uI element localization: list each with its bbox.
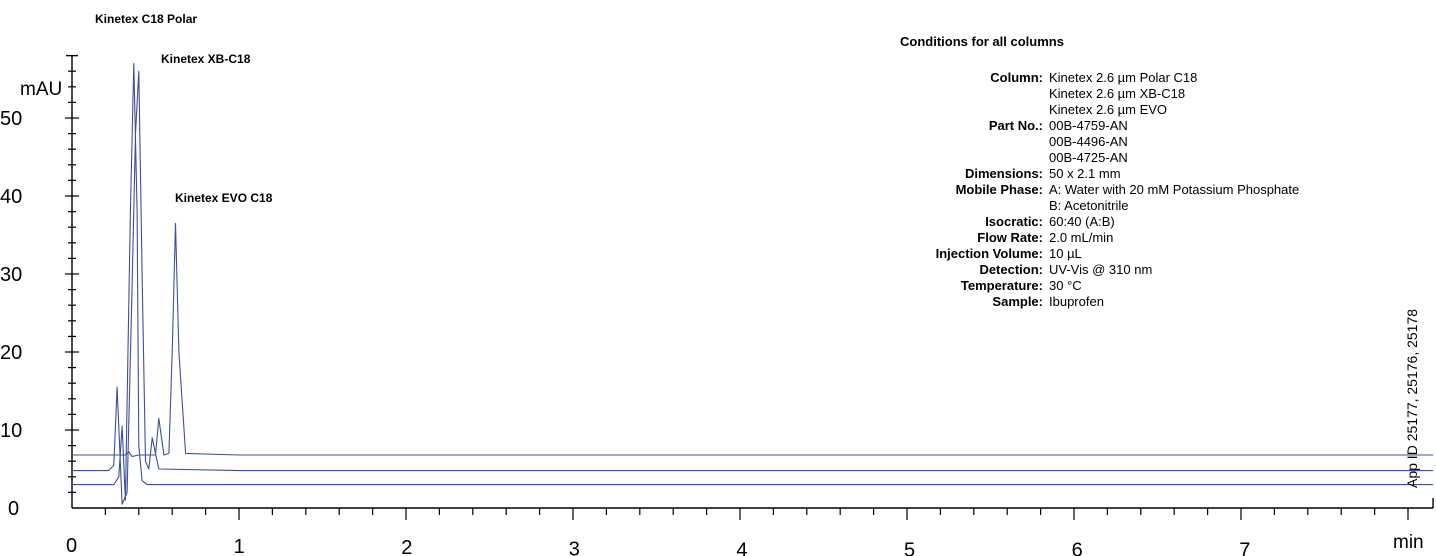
condition-label: Column:: [990, 70, 1043, 85]
condition-value: 10 µL: [1049, 246, 1082, 261]
condition-value: 30 °C: [1049, 278, 1082, 293]
condition-label: Injection Volume:: [935, 246, 1043, 261]
condition-values: 00B-4759-AN 00B-4496-AN 00B-4725-AN: [1049, 118, 1128, 166]
condition-row: Column: Kinetex 2.6 µm Polar C18 Kinetex 2…: [840, 70, 1299, 118]
condition-value: A: Water with 20 mM Potassium Phosphate: [1049, 182, 1300, 197]
condition-value: 60:40 (A:B): [1049, 214, 1115, 229]
y-axis-unit: mAU: [20, 79, 62, 100]
condition-value: Kinetex 2.6 µm EVO: [1049, 102, 1168, 117]
condition-value: 00B-4725-AN: [1049, 150, 1128, 165]
condition-value: Ibuprofen: [1049, 294, 1104, 309]
condition-value: 00B-4759-AN: [1049, 118, 1128, 133]
condition-value: 00B-4496-AN: [1049, 134, 1128, 149]
chart-traces: [72, 62, 1433, 505]
condition-values: 10 µL: [1049, 246, 1082, 262]
condition-label: Isocratic:: [985, 214, 1043, 229]
x-tick-label: 0: [66, 535, 77, 556]
chart-labels: Kinetex C18 Polar Kinetex XB-C18 Kinetex E…: [95, 12, 1420, 488]
conditions-rows: Column: Kinetex 2.6 µm Polar C18 Kinetex 2…: [840, 70, 1300, 310]
condition-value: UV-Vis @ 310 nm: [1049, 262, 1153, 277]
peak-label: Kinetex EVO C18: [175, 191, 273, 205]
condition-value: 50 x 2.1 mm: [1049, 166, 1121, 181]
condition-label: Temperature:: [960, 278, 1043, 293]
condition-value: B: Acetonitrile: [1049, 198, 1129, 213]
y-tick-label: 30: [0, 264, 22, 286]
condition-value: Kinetex 2.6 µm Polar C18: [1049, 70, 1198, 85]
condition-row: Dimensions: 50 x 2.1 mm: [840, 166, 1299, 182]
y-tick-label: 0: [8, 498, 19, 520]
x-axis-unit: min: [1393, 532, 1424, 553]
condition-row: Mobile Phase: A: Water with 20 mM Potassi…: [840, 182, 1300, 214]
condition-label: Dimensions:: [964, 166, 1043, 181]
condition-row: Injection Volume: 10 µL: [840, 246, 1299, 262]
y-tick-label: 40: [0, 186, 22, 208]
condition-label: Detection:: [979, 262, 1043, 277]
trace-3: [72, 222, 1433, 458]
x-tick-label: 6: [1072, 539, 1083, 556]
condition-label: Flow Rate:: [977, 230, 1043, 245]
condition-value: Kinetex 2.6 µm XB-C18: [1049, 86, 1186, 101]
condition-row: Isocratic: 60:40 (A:B): [840, 214, 1299, 230]
condition-values: 60:40 (A:B): [1049, 214, 1115, 230]
condition-row: Part No.: 00B-4759-AN 00B-4496-AN 00B-4725-…: [840, 118, 1299, 166]
condition-row: Flow Rate: 2.0 mL/min: [840, 230, 1299, 246]
x-tick-label: 2: [401, 537, 412, 556]
condition-value: 2.0 mL/min: [1049, 230, 1114, 245]
condition-label: Mobile Phase:: [955, 182, 1043, 197]
x-tick-label: 7: [1239, 539, 1250, 556]
app-id-label: App ID 25177, 25176, 25178: [1404, 309, 1420, 488]
condition-values: 50 x 2.1 mm: [1049, 166, 1121, 182]
conditions-title: Conditions for all columns: [900, 34, 1064, 49]
condition-values: 2.0 mL/min: [1049, 230, 1113, 246]
condition-row: Temperature: 30 °C: [840, 278, 1299, 294]
condition-label: Sample:: [992, 294, 1043, 309]
peak-label: Kinetex XB-C18: [161, 52, 251, 66]
condition-values: Ibuprofen: [1049, 294, 1104, 310]
x-tick-label: 3: [569, 538, 580, 556]
condition-values: Kinetex 2.6 µm Polar C18 Kinetex 2.6 µm X…: [1049, 70, 1197, 118]
y-tick-label: 50: [0, 108, 22, 130]
condition-values: 30 °C: [1049, 278, 1082, 294]
y-tick-label: 10: [0, 420, 22, 442]
y-tick-label: 20: [0, 342, 22, 364]
condition-row: Detection: UV-Vis @ 310 nm: [840, 262, 1299, 278]
x-tick-label: 1: [234, 536, 245, 556]
x-tick-label: 5: [904, 539, 915, 556]
condition-row: Sample: Ibuprofen: [840, 294, 1299, 310]
condition-label: Part No.:: [988, 118, 1043, 133]
chart-axes: 0 1 2 3 4 5 6 7 10 20 30 40 50 0 mAU min: [0, 54, 1434, 556]
x-tick-label: 4: [736, 539, 747, 556]
condition-values: A: Water with 20 mM Potassium Phosphate B…: [1049, 182, 1299, 214]
condition-values: UV-Vis @ 310 nm: [1049, 262, 1152, 278]
peak-label: Kinetex C18 Polar: [95, 12, 197, 26]
